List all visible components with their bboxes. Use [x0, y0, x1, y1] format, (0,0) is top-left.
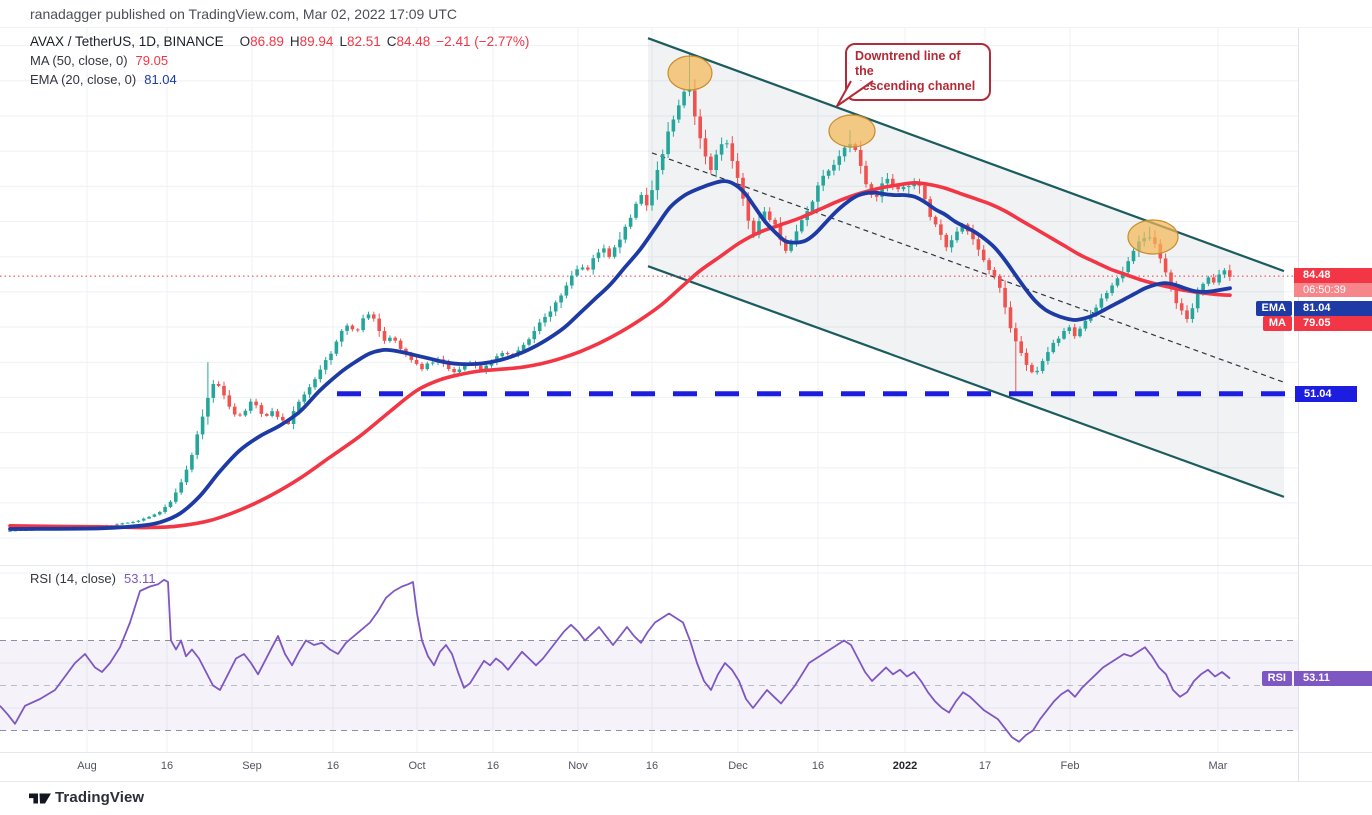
high-label: H — [289, 34, 300, 49]
low-value: 82.51 — [346, 34, 381, 49]
ma50-line — [8, 180, 1232, 530]
ema-axis-tag: EMA — [1255, 301, 1292, 316]
channel-upper-line — [647, 37, 1285, 273]
support-level-badge: 51.04 — [1295, 386, 1357, 402]
annotation-line2: descending channel — [855, 79, 976, 93]
symbol-title[interactable]: AVAX / TetherUS, 1D, BINANCE — [30, 34, 224, 49]
pane-divider[interactable] — [0, 565, 1372, 566]
published-line: ranadagger published on TradingView.com,… — [30, 6, 458, 22]
open-label: O — [239, 34, 251, 49]
ema20-line — [8, 179, 1232, 531]
last-price-value: 84.48 — [1294, 268, 1372, 283]
header-bar: ranadagger published on TradingView.com,… — [0, 0, 1372, 28]
time-tick-label: Mar — [1208, 760, 1228, 772]
ma-axis-tag: MA — [1262, 316, 1292, 331]
symbol-row: AVAX / TetherUS, 1D, BINANCE O86.89 H89.94… — [30, 34, 529, 49]
last-price-badge: 84.48 06:50:39 — [1294, 268, 1372, 297]
highlight-ellipse — [667, 55, 713, 91]
highlight-ellipse — [828, 114, 876, 148]
time-tick-label: Oct — [408, 760, 426, 772]
highlight-ellipse — [1127, 219, 1179, 255]
descending-channel-fill — [648, 38, 1284, 497]
ma-indicator-value: 79.05 — [135, 53, 169, 68]
annotation-callout: Downtrend line of the descending channel — [845, 43, 991, 101]
channel-lower-line — [647, 265, 1285, 498]
ma-indicator-label[interactable]: MA (50, close, 0) — [30, 53, 128, 68]
annotation-line1: Downtrend line of the — [855, 49, 961, 78]
price-axis-border — [1298, 28, 1299, 781]
time-axis[interactable]: Aug 16 Sep 16 Oct 16 Nov 16 Dec 16 2022 17 Feb Mar — [0, 752, 1372, 781]
ma-axis-value: 79.05 — [1294, 316, 1372, 331]
time-tick-label: 16 — [811, 760, 825, 772]
time-tick-label: Sep — [242, 760, 262, 772]
time-tick-label: Aug — [77, 760, 97, 772]
time-tick-label: Dec — [728, 760, 748, 772]
annotation-callout-tail — [836, 80, 874, 107]
open-value: 86.89 — [250, 34, 284, 49]
high-value: 89.94 — [299, 34, 334, 49]
candlestick-series — [8, 54, 1232, 532]
main-legend: AVAX / TetherUS, 1D, BINANCE O86.89 H89.94… — [30, 34, 529, 91]
time-tick-label: 2022 — [892, 760, 918, 772]
rsi-axis-value: 53.11 — [1294, 671, 1372, 686]
time-tick-label: 16 — [160, 760, 174, 772]
price-axis[interactable]: 1 USDT 140.00130.00120.00110.00100.0090.… — [1298, 28, 1372, 781]
price-pane-canvas[interactable] — [0, 28, 1298, 565]
time-tick-label: 17 — [978, 760, 992, 772]
ma-row: MA (50, close, 0) 79.05 — [30, 53, 529, 68]
channel-midline — [651, 152, 1285, 383]
low-label: L — [339, 34, 347, 49]
tradingview-logo-icon[interactable] — [29, 790, 53, 807]
ema-row: EMA (20, close, 0) 81.04 — [30, 72, 529, 87]
time-tick-label: 16 — [326, 760, 340, 772]
bar-countdown: 06:50:39 — [1294, 283, 1372, 297]
rsi-line — [0, 578, 1231, 743]
ema-indicator-label[interactable]: EMA (20, close, 0) — [30, 72, 137, 87]
time-tick-label: 16 — [645, 760, 659, 772]
rsi-pane-canvas[interactable] — [0, 565, 1298, 752]
close-value: 84.48 — [396, 34, 431, 49]
rsi-indicator-label[interactable]: RSI (14, close) — [30, 571, 116, 586]
footer-bar: TradingView — [0, 781, 1372, 815]
time-tick-label: 16 — [486, 760, 500, 772]
rsi-indicator-value: 53.11 — [123, 571, 156, 586]
ema-indicator-value: 81.04 — [144, 72, 177, 87]
time-tick-label: Feb — [1060, 760, 1080, 772]
time-tick-label: Nov — [568, 760, 588, 772]
close-label: C — [386, 34, 397, 49]
rsi-axis-tag: RSI — [1261, 671, 1292, 686]
ema-axis-value: 81.04 — [1294, 301, 1372, 316]
rsi-legend: RSI (14, close) 53.11 — [30, 571, 156, 586]
change-value: −2.41 (−2.77%) — [436, 34, 530, 49]
tradingview-brand-text[interactable]: TradingView — [55, 789, 145, 806]
